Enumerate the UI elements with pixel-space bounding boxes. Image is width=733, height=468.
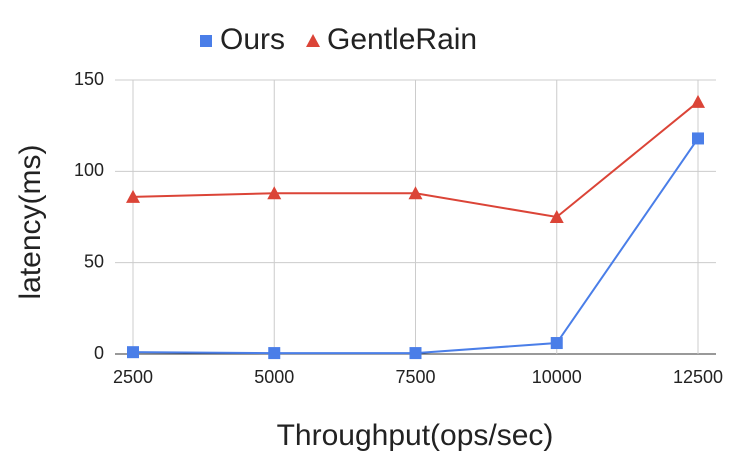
data-point <box>409 347 422 360</box>
y-tick-label: 0 <box>94 343 104 363</box>
legend-label: GentleRain <box>327 23 477 56</box>
data-point <box>127 346 139 359</box>
x-tick-label: 10000 <box>532 367 582 387</box>
data-point <box>408 186 423 200</box>
data-point <box>126 189 140 203</box>
data-point <box>268 347 281 360</box>
y-tick-label: 150 <box>74 69 104 89</box>
x-axis-label: Throughput(ops/sec) <box>277 419 554 452</box>
data-point <box>550 337 563 350</box>
legend-label: Ours <box>220 23 285 56</box>
x-tick-label: 2500 <box>113 367 153 387</box>
legend-marker <box>200 35 212 47</box>
data-point <box>549 210 564 223</box>
legend-marker <box>306 34 321 47</box>
x-tick-label: 7500 <box>395 367 435 387</box>
y-axis-label: latency(ms) <box>14 144 47 299</box>
data-point <box>691 94 705 108</box>
x-tick-label: 12500 <box>673 367 723 387</box>
data-point <box>267 186 282 200</box>
y-tick-label: 100 <box>74 160 104 180</box>
data-point <box>692 132 704 145</box>
y-tick-label: 50 <box>84 251 104 271</box>
x-tick-label: 5000 <box>254 367 294 387</box>
